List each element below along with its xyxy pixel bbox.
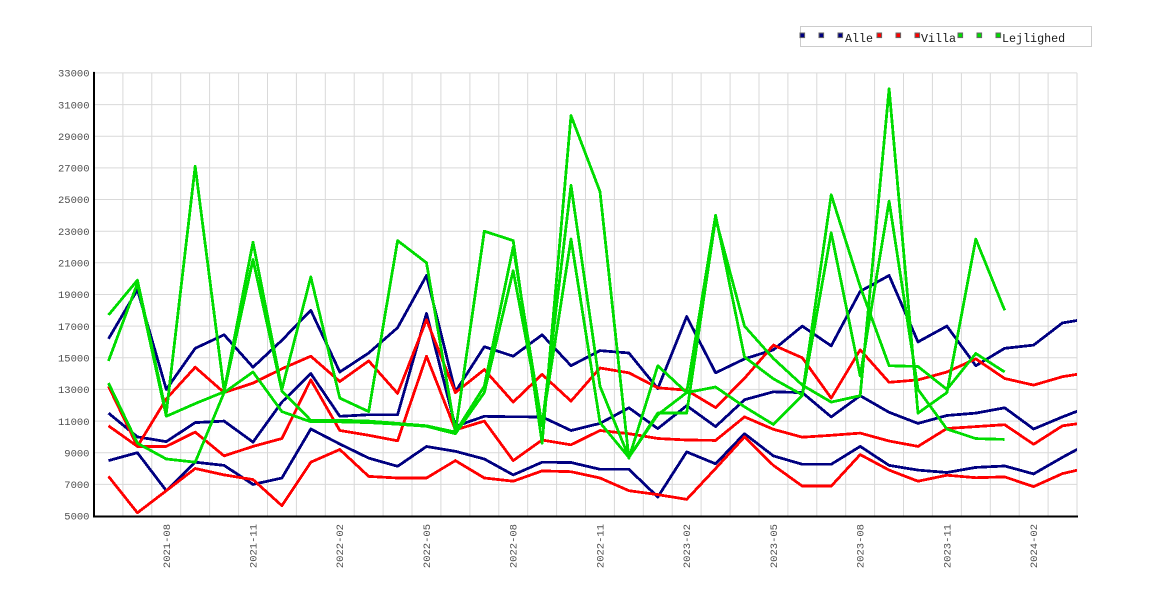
svg-text:Villa: Villa: [921, 32, 956, 46]
svg-text:31000: 31000: [58, 100, 90, 112]
svg-text:15000: 15000: [58, 353, 90, 365]
svg-text:9000: 9000: [64, 448, 89, 460]
svg-text:19000: 19000: [58, 290, 90, 302]
svg-text:2023-02: 2023-02: [682, 524, 694, 568]
svg-text:7000: 7000: [64, 480, 89, 492]
svg-text:Alle: Alle: [845, 32, 873, 46]
svg-text:2022-02: 2022-02: [335, 524, 347, 568]
svg-text:5000: 5000: [64, 512, 89, 524]
svg-text:17000: 17000: [58, 322, 90, 334]
svg-text:25000: 25000: [58, 195, 90, 207]
svg-text:2023-05: 2023-05: [769, 524, 781, 568]
svg-text:2022-05: 2022-05: [422, 524, 434, 568]
svg-text:2021-08: 2021-08: [162, 524, 174, 568]
svg-text:2022-08: 2022-08: [509, 524, 521, 568]
svg-text:21000: 21000: [58, 259, 90, 271]
svg-text:29000: 29000: [58, 132, 90, 144]
svg-text:2024-02: 2024-02: [1029, 524, 1041, 568]
svg-text:33000: 33000: [58, 69, 90, 81]
svg-text:27000: 27000: [58, 164, 90, 176]
svg-text:23000: 23000: [58, 227, 90, 239]
svg-text:2021-11: 2021-11: [249, 524, 261, 568]
svg-text:Lejlighed: Lejlighed: [1002, 32, 1065, 46]
svg-text:2023-11: 2023-11: [942, 524, 954, 568]
svg-text:2022-11: 2022-11: [596, 524, 608, 568]
svg-text:13000: 13000: [58, 385, 90, 397]
svg-text:2023-08: 2023-08: [856, 524, 868, 568]
svg-text:11000: 11000: [58, 417, 90, 429]
